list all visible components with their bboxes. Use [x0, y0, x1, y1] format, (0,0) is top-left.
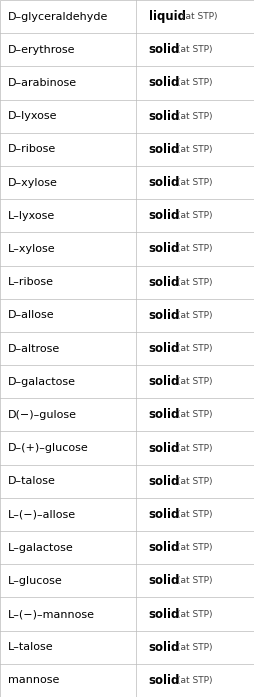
Text: liquid: liquid	[149, 10, 186, 23]
Text: solid: solid	[149, 275, 180, 289]
Text: (at STP): (at STP)	[177, 510, 213, 519]
Text: (at STP): (at STP)	[177, 377, 213, 386]
Text: solid: solid	[149, 109, 180, 123]
Text: (at STP): (at STP)	[177, 245, 213, 254]
Text: solid: solid	[149, 574, 180, 588]
Text: (at STP): (at STP)	[177, 344, 213, 353]
Text: solid: solid	[149, 43, 180, 56]
Text: (at STP): (at STP)	[177, 411, 213, 420]
Text: (at STP): (at STP)	[177, 211, 213, 220]
Text: D–glyceraldehyde: D–glyceraldehyde	[8, 12, 108, 22]
Text: solid: solid	[149, 143, 180, 156]
Text: D(−)–gulose: D(−)–gulose	[8, 410, 77, 420]
Text: D–talose: D–talose	[8, 476, 55, 487]
Text: (at STP): (at STP)	[182, 12, 218, 21]
Text: solid: solid	[149, 608, 180, 620]
Text: D–galactose: D–galactose	[8, 376, 76, 387]
Text: D–allose: D–allose	[8, 310, 54, 321]
Text: solid: solid	[149, 375, 180, 388]
Text: (at STP): (at STP)	[177, 145, 213, 154]
Text: L–talose: L–talose	[8, 642, 53, 652]
Text: solid: solid	[149, 243, 180, 255]
Text: L–lyxose: L–lyxose	[8, 210, 55, 221]
Text: (at STP): (at STP)	[177, 609, 213, 618]
Text: (at STP): (at STP)	[177, 311, 213, 320]
Text: L–ribose: L–ribose	[8, 277, 54, 287]
Text: solid: solid	[149, 541, 180, 554]
Text: mannose: mannose	[8, 675, 59, 685]
Text: D–erythrose: D–erythrose	[8, 45, 75, 55]
Text: (at STP): (at STP)	[177, 277, 213, 286]
Text: (at STP): (at STP)	[177, 576, 213, 585]
Text: solid: solid	[149, 209, 180, 222]
Text: (at STP): (at STP)	[177, 45, 213, 54]
Text: D–arabinose: D–arabinose	[8, 78, 77, 88]
Text: solid: solid	[149, 442, 180, 454]
Text: L–glucose: L–glucose	[8, 576, 62, 586]
Text: (at STP): (at STP)	[177, 676, 213, 685]
Text: (at STP): (at STP)	[177, 443, 213, 452]
Text: (at STP): (at STP)	[177, 643, 213, 652]
Text: solid: solid	[149, 508, 180, 521]
Text: D–xylose: D–xylose	[8, 178, 57, 187]
Text: (at STP): (at STP)	[177, 79, 213, 88]
Text: solid: solid	[149, 641, 180, 654]
Text: (at STP): (at STP)	[177, 543, 213, 552]
Text: D–ribose: D–ribose	[8, 144, 56, 154]
Text: solid: solid	[149, 674, 180, 687]
Text: (at STP): (at STP)	[177, 178, 213, 187]
Text: solid: solid	[149, 309, 180, 322]
Text: L–(−)–allose: L–(−)–allose	[8, 510, 76, 519]
Text: L–galactose: L–galactose	[8, 543, 73, 553]
Text: solid: solid	[149, 342, 180, 355]
Text: solid: solid	[149, 408, 180, 422]
Text: D–lyxose: D–lyxose	[8, 111, 57, 121]
Text: (at STP): (at STP)	[177, 477, 213, 486]
Text: solid: solid	[149, 77, 180, 89]
Text: (at STP): (at STP)	[177, 112, 213, 121]
Text: solid: solid	[149, 475, 180, 488]
Text: D–altrose: D–altrose	[8, 344, 60, 353]
Text: D–(+)–glucose: D–(+)–glucose	[8, 443, 88, 453]
Text: L–(−)–mannose: L–(−)–mannose	[8, 609, 95, 619]
Text: solid: solid	[149, 176, 180, 189]
Text: L–xylose: L–xylose	[8, 244, 55, 254]
